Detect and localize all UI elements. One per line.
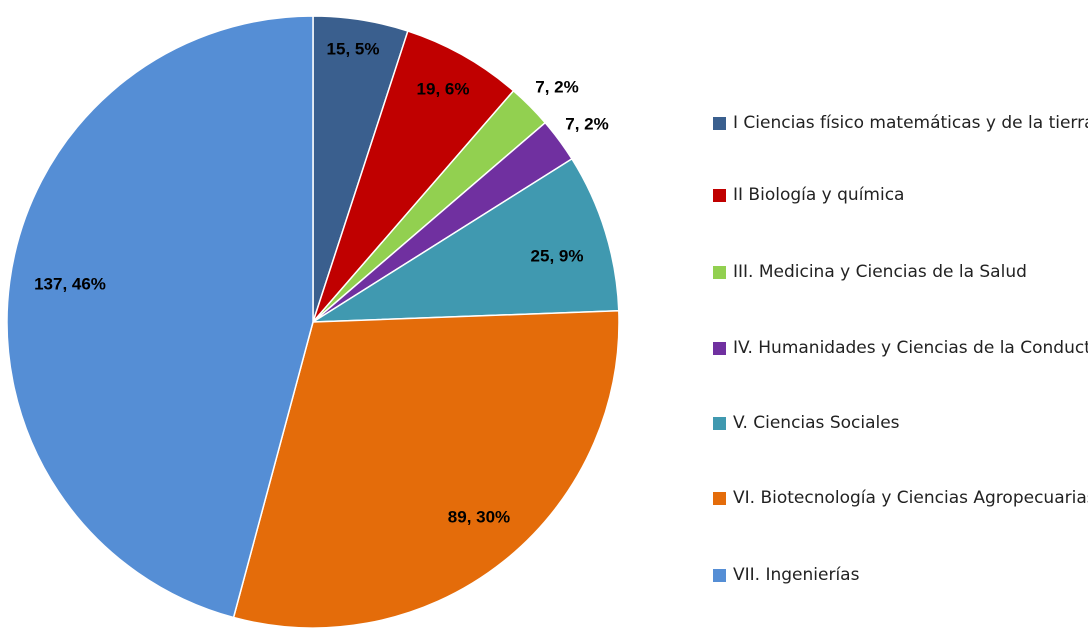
legend-entry: V. Ciencias Sociales <box>713 408 1088 438</box>
legend-label: VII. Ingenierías <box>733 565 860 585</box>
legend-swatch <box>713 342 726 355</box>
data-label: 19, 6% <box>417 79 470 98</box>
legend-swatch <box>713 569 726 582</box>
legend-label: IV. Humanidades y Ciencias de la Conduct… <box>733 338 1088 358</box>
legend-swatch <box>713 189 726 202</box>
legend-entry: VI. Biotecnología y Ciencias Agropecuari… <box>713 483 1088 513</box>
legend-swatch <box>713 417 726 430</box>
legend-entry: I Ciencias físico matemáticas y de la ti… <box>713 108 1088 138</box>
legend-entry: III. Medicina y Ciencias de la Salud <box>713 257 1088 287</box>
data-label: 25, 9% <box>531 246 584 265</box>
legend-label: I Ciencias físico matemáticas y de la ti… <box>733 113 1088 133</box>
legend-swatch <box>713 266 726 279</box>
data-label: 137, 46% <box>34 274 106 293</box>
data-label: 15, 5% <box>327 39 380 58</box>
legend-entry: II Biología y química <box>713 180 1088 210</box>
legend-swatch <box>713 117 726 130</box>
pie-slice <box>312 30 515 323</box>
chart: 15, 5% 19, 6% 7, 2% 7, 2% 25, 9% 89, 30% 137, … <box>6 15 620 629</box>
pie-slice <box>6 15 314 619</box>
legend-label: V. Ciencias Sociales <box>733 413 900 433</box>
legend-entry: IV. Humanidades y Ciencias de la Conduct… <box>713 333 1088 363</box>
data-label: 7, 2% <box>565 114 608 133</box>
legend-entry: VII. Ingenierías <box>713 560 1088 590</box>
pie-slice <box>232 309 620 629</box>
legend-label: II Biología y química <box>733 185 905 205</box>
legend-label: VI. Biotecnología y Ciencias Agropecuari… <box>733 488 1088 508</box>
legend-swatch <box>713 492 726 505</box>
data-label: 7, 2% <box>535 77 578 96</box>
legend-label: III. Medicina y Ciencias de la Salud <box>733 262 1027 282</box>
pie-slice <box>310 157 620 323</box>
data-label: 89, 30% <box>448 507 510 526</box>
